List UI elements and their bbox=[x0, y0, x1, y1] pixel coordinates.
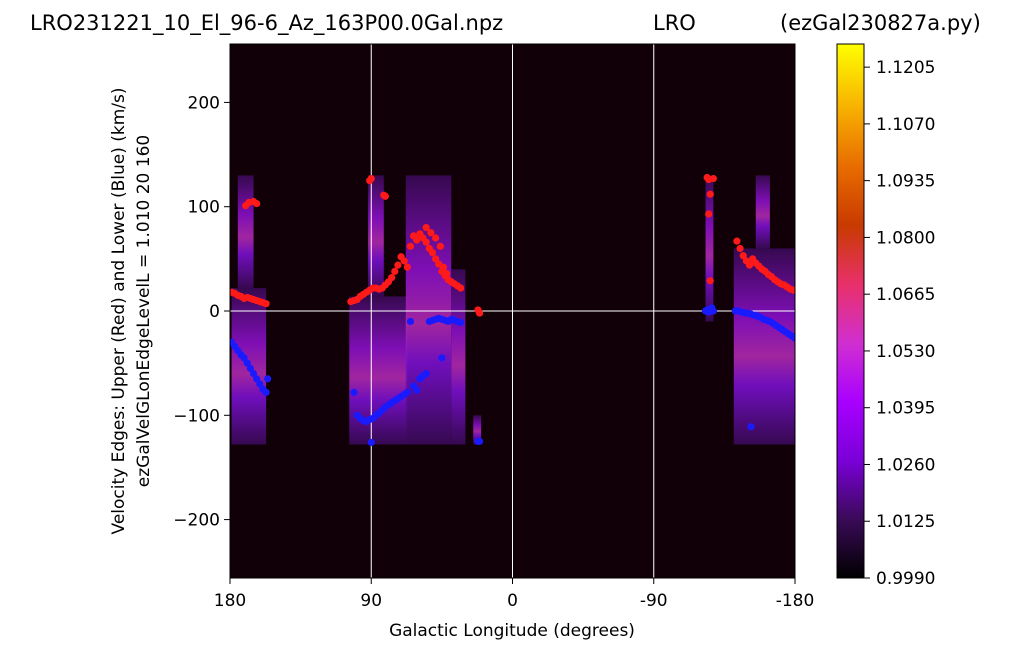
emission-layer bbox=[231, 175, 795, 445]
chart-site-title: LRO bbox=[653, 11, 696, 35]
lower-edge-point bbox=[256, 380, 264, 388]
emission-block bbox=[405, 175, 452, 445]
lower-edge-point bbox=[438, 354, 446, 362]
upper-edge-point bbox=[413, 236, 421, 244]
colorbar-tick-label: 1.0800 bbox=[876, 228, 935, 248]
colorbar-tick-label: 0.9990 bbox=[876, 569, 935, 589]
lower-edge-point bbox=[403, 388, 411, 396]
lower-edge-point bbox=[422, 369, 430, 378]
x-axis-label: Galactic Longitude (degrees) bbox=[389, 621, 635, 641]
colorbar-tick-label: 1.0665 bbox=[876, 285, 935, 305]
x-tick-label: 180 bbox=[214, 591, 246, 611]
y-tick-label: 100 bbox=[188, 198, 220, 218]
upper-edge-point bbox=[709, 174, 717, 183]
chart-program-title: (ezGal230827a.py) bbox=[780, 11, 981, 35]
colorbar-ticks: 0.9990 1.0125 1.0260 1.0395 1.0530 1.0665 1.08… bbox=[864, 58, 935, 589]
upper-edge-point bbox=[431, 234, 440, 242]
upper-edge-point bbox=[705, 210, 713, 218]
upper-edge-point bbox=[736, 244, 744, 253]
upper-edge-point bbox=[403, 263, 411, 271]
lower-edge-point bbox=[253, 375, 261, 383]
upper-edge-point bbox=[381, 192, 389, 200]
emission-block bbox=[473, 415, 482, 445]
lower-edge-point bbox=[367, 438, 375, 447]
y-axis-label-line2: ezGalVelGLonEdgeLevelL = 1.010 20 160 bbox=[134, 135, 154, 487]
y-axis-label-line1: Velocity Edges: Upper (Red) and Lower (B… bbox=[109, 88, 129, 535]
lower-edge-point bbox=[475, 437, 484, 445]
upper-edge-point bbox=[436, 242, 444, 250]
emission-block bbox=[733, 248, 795, 445]
emission-block bbox=[451, 269, 466, 445]
lower-edge-point bbox=[240, 354, 248, 362]
colorbar-tick-label: 1.0260 bbox=[876, 455, 935, 475]
lower-edge-point bbox=[457, 318, 465, 327]
x-tick-label: -90 bbox=[640, 591, 668, 611]
colorbar-tick-label: 1.0395 bbox=[876, 399, 935, 419]
x-tick-label: 0 bbox=[507, 591, 518, 611]
emission-block bbox=[755, 175, 770, 249]
lower-edge-point bbox=[413, 386, 421, 394]
x-tick-label: -180 bbox=[776, 591, 815, 611]
upper-edge-point bbox=[422, 223, 430, 232]
gridlines bbox=[230, 44, 795, 578]
upper-edge-point bbox=[388, 274, 396, 282]
upper-edge-point bbox=[253, 199, 261, 208]
colorbar-tick-label: 1.1205 bbox=[876, 58, 935, 78]
colorbar bbox=[836, 43, 865, 579]
chart-filename-title: LRO231221_10_El_96-6_Az_163P00.0Gal.npz bbox=[30, 11, 503, 36]
emission-block bbox=[237, 175, 254, 289]
emission-block bbox=[705, 175, 714, 322]
upper-edge-point bbox=[733, 237, 741, 245]
upper-edge-point bbox=[457, 284, 465, 292]
upper-edge-point bbox=[427, 229, 435, 237]
lower-edge-point bbox=[709, 307, 717, 315]
colorbar-tick-label: 1.0125 bbox=[876, 512, 935, 532]
upper-edge-point bbox=[706, 190, 714, 198]
edge-markers bbox=[230, 173, 795, 447]
lower-edge-point bbox=[406, 317, 415, 326]
colorbar-tick-label: 1.0935 bbox=[876, 172, 935, 192]
upper-edge-point bbox=[400, 257, 408, 265]
upper-edge-point bbox=[262, 300, 270, 308]
upper-edge-point bbox=[391, 267, 399, 275]
upper-edge-point bbox=[367, 174, 375, 183]
upper-edge-point bbox=[739, 252, 747, 260]
upper-edge-point bbox=[789, 286, 795, 294]
x-tick-label: 90 bbox=[360, 591, 382, 611]
upper-edge-point bbox=[406, 242, 415, 250]
upper-edge-point bbox=[442, 269, 451, 278]
lower-edge-point bbox=[264, 375, 272, 383]
emission-block bbox=[368, 175, 384, 297]
lower-edge-point bbox=[350, 388, 358, 396]
upper-edge-point bbox=[475, 309, 484, 317]
upper-edge-point bbox=[394, 261, 402, 269]
lower-edge-point bbox=[243, 359, 251, 367]
upper-edge-point bbox=[439, 263, 448, 271]
y-tick-label: 200 bbox=[188, 93, 220, 113]
x-axis: 180 90 0 -90 -180 bbox=[214, 578, 815, 611]
lower-edge-point bbox=[249, 369, 258, 378]
lower-edge-point bbox=[791, 334, 795, 342]
y-tick-label: 0 bbox=[209, 302, 220, 322]
y-tick-label: −100 bbox=[173, 406, 220, 426]
lower-edge-point bbox=[246, 364, 255, 372]
upper-edge-point bbox=[422, 238, 430, 246]
colorbar-tick-label: 1.0530 bbox=[876, 342, 935, 362]
upper-edge-point bbox=[431, 255, 440, 263]
emission-block bbox=[349, 296, 408, 445]
colorbar-tick-label: 1.1070 bbox=[876, 115, 935, 135]
upper-edge-point bbox=[745, 261, 754, 269]
upper-edge-point bbox=[428, 248, 437, 257]
lower-edge-point bbox=[262, 388, 270, 396]
upper-edge-point bbox=[706, 277, 714, 285]
y-axis: 200 100 0 −100 −200 bbox=[173, 93, 230, 531]
y-tick-label: −200 bbox=[173, 511, 220, 531]
lower-edge-point bbox=[747, 423, 755, 431]
